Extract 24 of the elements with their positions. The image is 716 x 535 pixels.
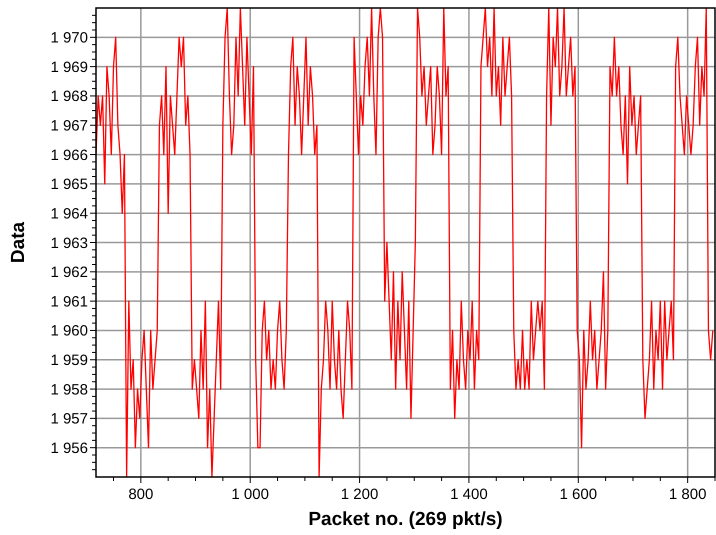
x-tick-label: 1 800 <box>668 486 706 503</box>
line-series <box>96 8 714 477</box>
y-tick-label: 1 962 <box>50 264 88 282</box>
x-tick-label: 1 400 <box>450 486 488 503</box>
y-tick-label: 1 960 <box>50 322 88 340</box>
x-tick-label: 1 200 <box>340 486 378 503</box>
y-tick-label: 1 965 <box>50 176 88 194</box>
y-tick-label: 1 957 <box>50 410 88 428</box>
x-tick-label: 800 <box>128 486 154 503</box>
y-tick-label: 1 963 <box>50 234 88 252</box>
y-tick-label: 1 969 <box>50 58 88 76</box>
y-tick-label: 1 959 <box>50 352 88 369</box>
x-tick-label: 1 000 <box>231 486 269 503</box>
y-axis-title: Data <box>8 221 29 264</box>
y-tick-label: 1 967 <box>50 118 88 134</box>
x-tick-label: 1 600 <box>560 486 598 503</box>
y-tick-label: 1 964 <box>50 205 88 222</box>
y-tick-label: 1 958 <box>50 381 88 398</box>
y-tick-label: 1 956 <box>50 440 88 457</box>
y-tick-label: 1 970 <box>50 30 88 47</box>
y-tick-label: 1 968 <box>50 88 88 106</box>
x-axis-title: Packet no. (269 pkt/s) <box>308 509 503 530</box>
y-tick-label: 1 961 <box>50 293 88 310</box>
y-tick-label: 1 966 <box>50 146 88 164</box>
